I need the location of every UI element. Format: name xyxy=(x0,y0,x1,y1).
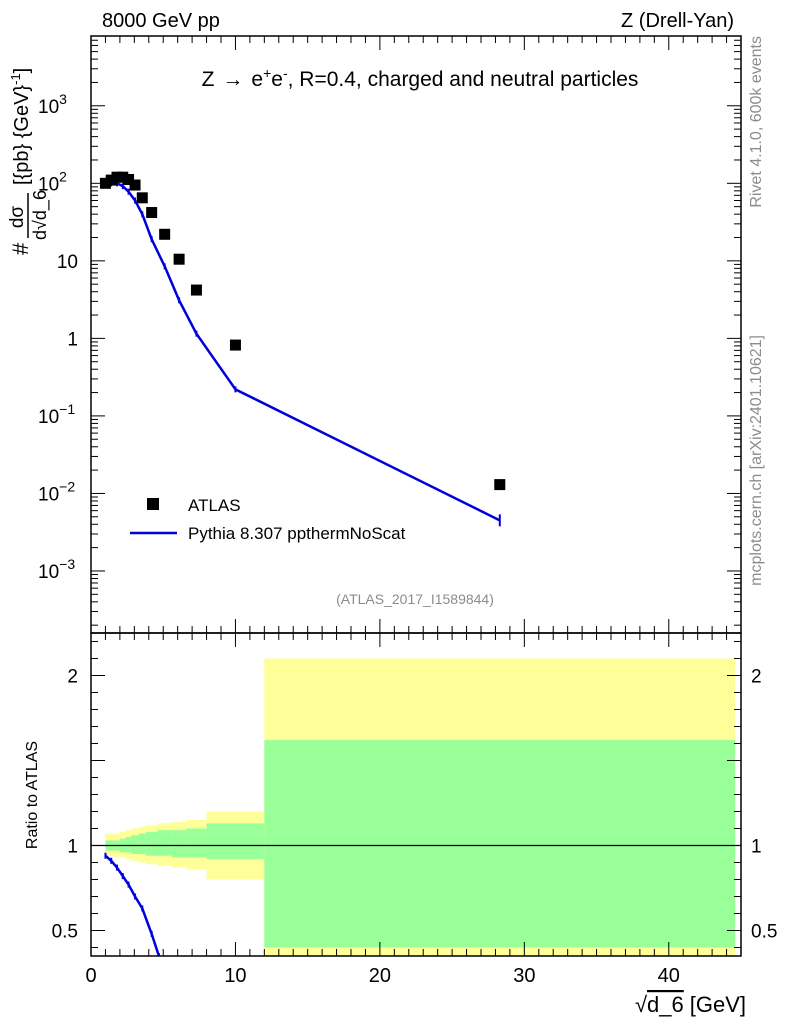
xlabel-root: √ xyxy=(635,992,648,1017)
main-frame xyxy=(90,35,742,634)
title-sup-minus: - xyxy=(283,65,288,81)
atlas-data-point-5 xyxy=(129,179,141,191)
ratio-y-tick-label-right-0.5: 0.5 xyxy=(751,922,777,943)
ylabel-units: [{pb} {GeV}-1] xyxy=(8,68,33,185)
atlas-data-point-7 xyxy=(146,207,158,219)
title-sup-plus: + xyxy=(263,65,271,81)
ratio-y-tick-label-left-2: 2 xyxy=(67,667,78,688)
title-rest: , R=0.4, charged and neutral particles xyxy=(288,68,639,91)
atlas-data-point-8 xyxy=(159,228,171,240)
atlas-data-point-11 xyxy=(229,339,241,351)
title-z: Z xyxy=(202,68,215,91)
y-tick-label-2: 10 xyxy=(57,252,78,273)
mcplots-source-label: mcplots.cern.ch [arXiv:2401.10621] xyxy=(748,335,765,586)
atlas-data-point-6 xyxy=(136,192,148,204)
legend-atlas-label: ATLAS xyxy=(188,496,241,515)
ratio-y-tick-label-left-1: 1 xyxy=(67,837,78,858)
y-tick-label-3: 1 xyxy=(67,329,78,350)
atlas-data-point-1 xyxy=(105,174,117,186)
y-tick-label-0: 103 xyxy=(38,91,67,118)
atlas-data-point-0 xyxy=(99,177,111,189)
header-process-label: Z (Drell-Yan) xyxy=(621,10,734,32)
y-tick-label-4: 10−1 xyxy=(38,401,75,428)
ratio-y-axis-label: Ratio to ATLAS xyxy=(24,741,41,849)
x-axis-label: √d_6 [GeV] xyxy=(635,992,746,1017)
ratio-plot-panel: 0 10 20 30 40 0.5 0.5 1 1 2 2 xyxy=(52,632,777,987)
ratio-y-tick-label-left-0.5: 0.5 xyxy=(52,922,78,943)
stat-uncertainty-band-9 xyxy=(186,828,207,858)
stat-uncertainty-band-3 xyxy=(125,837,132,853)
y-tick-label-1: 102 xyxy=(38,168,67,195)
rivet-version-label: Rivet 4.1.0, 600k events xyxy=(748,36,765,208)
stat-uncertainty-band-11 xyxy=(264,740,736,948)
stat-uncertainty-band-7 xyxy=(157,830,172,856)
legend: ATLAS Pythia 8.307 ppthermNoScat xyxy=(130,496,406,543)
ylabel-numerator: dσ xyxy=(7,206,28,229)
atlas-data-point-3 xyxy=(117,171,129,183)
x-tick-label-0: 0 xyxy=(85,965,96,987)
x-tick-label-30: 30 xyxy=(513,965,535,987)
stat-uncertainty-band-5 xyxy=(138,833,146,854)
stat-uncertainty-band-8 xyxy=(171,830,187,858)
analysis-id-label: (ATLAS_2017_I1589844) xyxy=(336,591,494,607)
y-tick-label-6: 10−3 xyxy=(38,556,75,583)
xlabel-unit: [GeV] xyxy=(690,992,746,1017)
atlas-data-point-12 xyxy=(494,479,506,491)
title-positron: e xyxy=(271,68,283,91)
ratio-y-tick-label-right-1: 1 xyxy=(751,837,762,858)
legend-atlas-marker xyxy=(147,498,159,510)
x-tick-label-10: 10 xyxy=(224,965,246,987)
ratio-mc-line xyxy=(104,854,161,956)
stat-uncertainty-band-4 xyxy=(131,835,139,854)
title-arrow: → xyxy=(222,68,243,91)
atlas-data-point-2 xyxy=(111,171,123,183)
legend-pythia-label: Pythia 8.307 ppthermNoScat xyxy=(188,524,406,543)
atlas-data-point-9 xyxy=(173,253,185,265)
x-tick-label-40: 40 xyxy=(658,965,680,987)
y-tick-label-5: 10−2 xyxy=(38,478,75,505)
xlabel-var: d_6 xyxy=(647,992,684,1017)
stat-uncertainty-band-6 xyxy=(145,831,158,856)
stat-uncertainty-band-10 xyxy=(206,823,265,860)
ylabel-denominator: d√d_6 xyxy=(30,190,51,240)
atlas-data-point-10 xyxy=(190,284,202,296)
ylabel-hash: # xyxy=(8,242,33,255)
atlas-data-point-4 xyxy=(123,173,135,185)
x-tick-label-20: 20 xyxy=(369,965,391,987)
ratio-y-tick-label-right-2: 2 xyxy=(751,667,762,688)
main-y-axis-label: # dσ d√d_6 [{pb} {GeV}-1] xyxy=(7,68,51,255)
plot-title: Z → e+e-, R=0.4, charged and neutral parti… xyxy=(202,65,639,91)
title-electron: e xyxy=(251,68,263,91)
header-energy-label: 8000 GeV pp xyxy=(102,10,220,32)
ratio-band-group xyxy=(104,658,736,956)
